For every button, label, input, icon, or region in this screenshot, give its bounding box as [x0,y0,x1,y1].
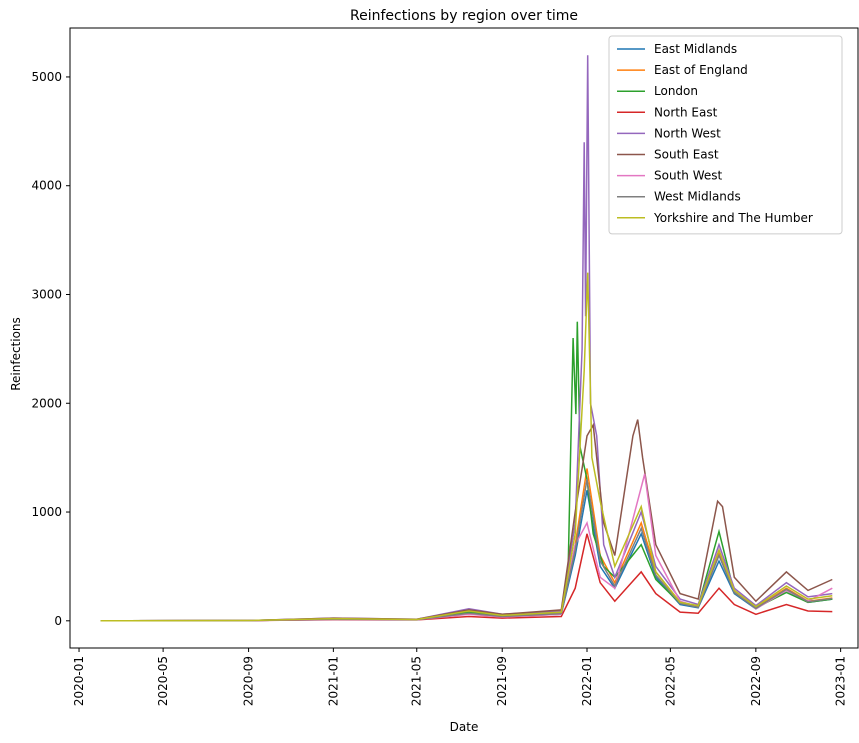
y-tick-label: 0 [54,614,62,628]
y-tick-label: 4000 [31,179,62,193]
legend-label: West Midlands [654,190,741,204]
legend-label: London [654,84,698,98]
legend-label: Yorkshire and The Humber [653,211,813,225]
series-line-5 [100,419,833,622]
legend-label: East Midlands [654,42,737,56]
legend-label: North West [654,126,721,140]
series-line-7 [100,479,833,622]
y-tick-label: 5000 [31,70,62,84]
x-tick-label: 2020-01 [72,656,86,706]
y-axis-label: Reinfections [9,317,23,391]
x-tick-label: 2023-01 [834,656,848,706]
legend-label: North East [654,105,718,119]
x-tick-label: 2020-05 [156,656,170,706]
legend-label: South East [654,148,719,162]
x-tick-label: 2020-09 [242,656,256,706]
legend-label: South West [654,169,722,183]
legend-box [608,35,843,235]
y-tick-label: 3000 [31,287,62,301]
series-line-8 [100,272,833,622]
legend-label: East of England [654,63,748,77]
series-line-2 [100,321,833,622]
x-tick-label: 2021-01 [326,656,340,706]
x-tick-label: 2022-09 [749,656,763,706]
y-tick-label: 1000 [31,505,62,519]
x-tick-label: 2021-09 [495,656,509,706]
x-tick-label: 2022-01 [580,656,594,706]
x-tick-label: 2022-05 [663,656,677,706]
plot-frame [69,27,859,649]
y-tick-label: 2000 [31,396,62,410]
x-tick-label: 2021-05 [410,656,424,706]
legend: East Midlands East of England London North … [608,35,843,235]
series-layer [100,55,833,622]
chart-title: Reinfections by region over time [350,8,578,24]
x-axis-label: Date [450,720,479,734]
series-line-3 [100,533,833,622]
axes-layer: 0 1000 2000 3000 4000 5000 2020-01 2020-05 2020-… [31,27,859,706]
series-line-4 [100,55,833,622]
